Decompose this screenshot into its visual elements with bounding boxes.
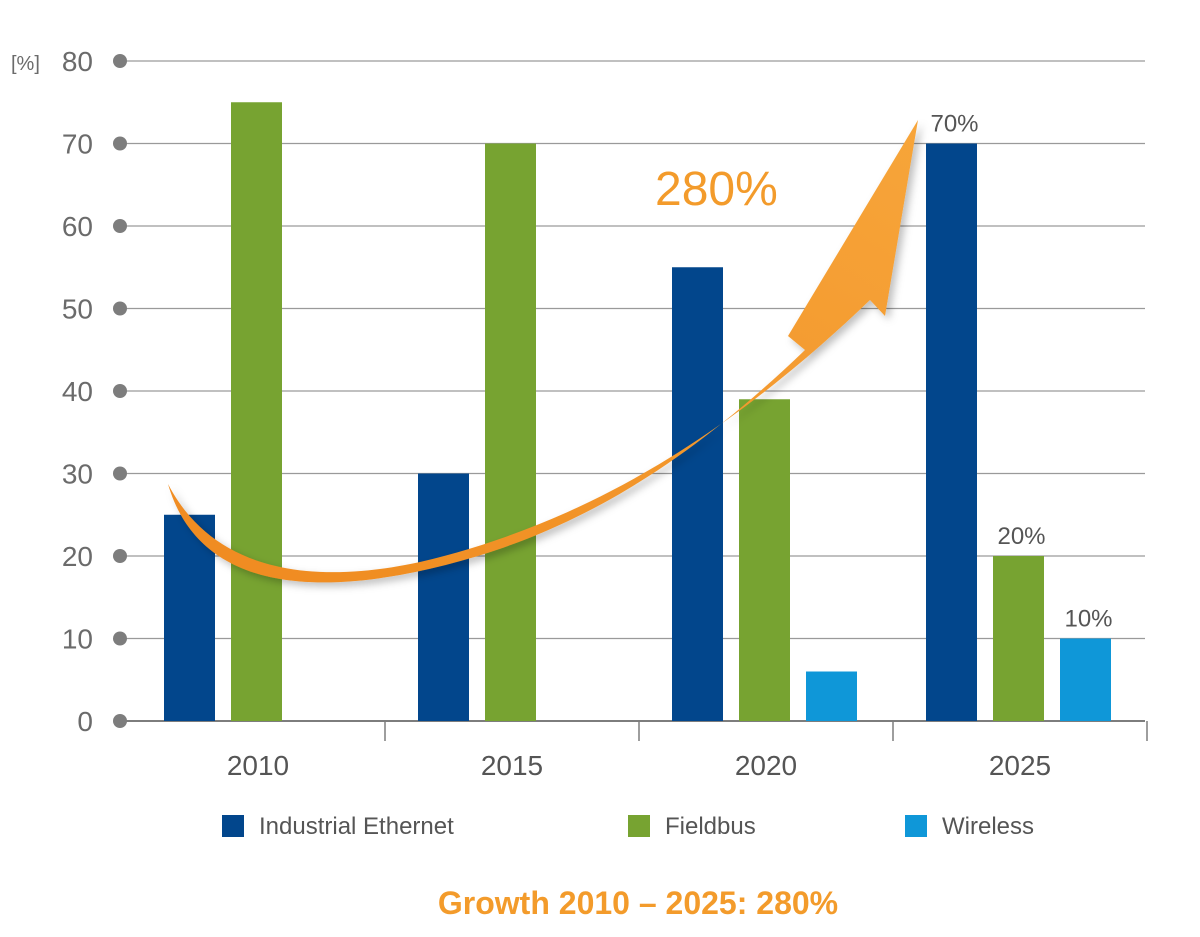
chart-subtitle: Growth 2010 – 2025: 280% — [438, 885, 838, 921]
x-tick-label: 2010 — [227, 750, 289, 781]
legend-swatch — [222, 815, 244, 837]
y-tick-dot — [113, 54, 127, 68]
bar — [1060, 638, 1111, 721]
legend-swatch — [628, 815, 650, 837]
y-tick-label: 70 — [62, 129, 93, 160]
y-tick-label: 20 — [62, 541, 93, 572]
y-tick-dot — [113, 466, 127, 481]
x-tick-label: 2025 — [989, 750, 1051, 781]
legend-label: Industrial Ethernet — [259, 813, 454, 840]
bar — [739, 399, 790, 721]
bar — [806, 671, 857, 721]
y-tick-dot — [113, 219, 127, 233]
x-tick-label: 2020 — [735, 750, 797, 781]
y-tick-dot — [113, 549, 127, 563]
y-tick-label: 10 — [62, 624, 93, 655]
data-label: 10% — [1064, 606, 1112, 633]
legend-label: Wireless — [942, 813, 1034, 840]
y-axis-unit-label: [%] — [11, 53, 40, 75]
bar — [164, 514, 215, 721]
y-tick-label: 40 — [62, 376, 93, 407]
bar — [485, 143, 536, 721]
y-tick-label: 60 — [62, 211, 93, 242]
y-tick-dot — [113, 136, 127, 151]
y-tick-dot — [113, 384, 127, 398]
bars — [164, 102, 1111, 721]
bar — [418, 473, 469, 721]
y-axis: [%] 0 10 20 30 40 50 60 70 80 — [11, 46, 127, 737]
bar — [672, 267, 723, 721]
y-tick-label: 50 — [62, 294, 93, 325]
y-tick-label: 30 — [62, 459, 93, 490]
y-tick-label: 0 — [77, 706, 93, 737]
data-label: 20% — [997, 523, 1045, 550]
data-label: 70% — [930, 111, 978, 138]
legend-swatch — [905, 815, 927, 837]
bar — [926, 143, 977, 721]
y-tick-dot — [113, 714, 127, 728]
legend: Industrial Ethernet Fieldbus Wireless — [222, 813, 1034, 840]
y-tick-dot — [113, 631, 127, 646]
y-tick-label: 80 — [62, 46, 93, 77]
y-tick-dot — [113, 301, 127, 316]
x-axis-labels: 2010 2015 2020 2025 — [227, 750, 1051, 781]
x-tick-label: 2015 — [481, 750, 543, 781]
bar — [993, 556, 1044, 721]
legend-label: Fieldbus — [665, 813, 756, 840]
growth-arrow-label: 280% — [655, 163, 778, 216]
data-labels: 70% 20% 10% — [930, 111, 1112, 633]
bar — [231, 102, 282, 721]
